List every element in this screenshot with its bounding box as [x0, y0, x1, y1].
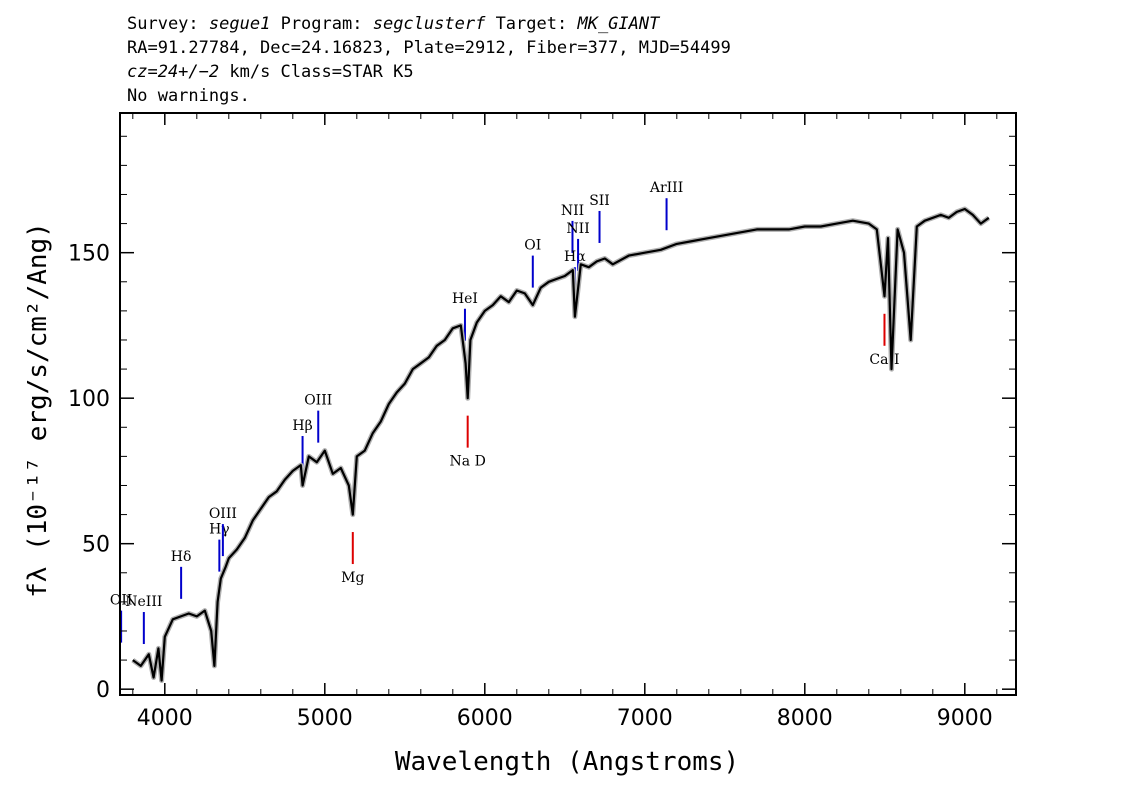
survey-label: Survey: [127, 14, 199, 34]
spectrum-header: Survey: segue1 Program: segclusterf Targ… [127, 12, 731, 108]
emission-line-label: OI [524, 238, 541, 254]
header-line-redshift: cz=24+/−2 km/s Class=STAR K5 [127, 60, 731, 84]
emission-line-label: OIII [209, 506, 237, 522]
y-axis-title: fλ (10⁻¹⁷ erg/s/cm²/Ang) [23, 222, 53, 598]
x-tick-label: 5000 [297, 706, 353, 731]
emission-line-label: Hβ [292, 418, 312, 434]
emission-line-label: Hα [564, 249, 586, 265]
x-tick-label: 6000 [457, 706, 513, 731]
x-tick-label: 8000 [777, 706, 833, 731]
emission-line-label: NeIII [125, 594, 162, 610]
spectrum-line-0 [132, 207, 990, 682]
y-tick-label: 150 [68, 242, 110, 267]
emission-line-label: Hγ [209, 522, 230, 538]
line-markers: OIINeIIIHδHγOIIIHβOIIIHeIOINIIHαNIISIIAr… [110, 180, 900, 645]
absorption-line-label: Mg [341, 570, 364, 586]
cz-value: cz=24+/−2 [127, 62, 220, 82]
x-axis-title: Wavelength (Angstroms) [395, 747, 739, 777]
header-line-coords: RA=91.27784, Dec=24.16823, Plate=2912, F… [127, 38, 731, 58]
emission-line-label: HeI [452, 291, 478, 307]
x-tick-label: 7000 [617, 706, 673, 731]
emission-line-label: OII [110, 593, 133, 609]
program-label: Program: [280, 14, 363, 34]
y-tick-label: 100 [68, 387, 110, 412]
emission-line-label: SII [589, 193, 610, 209]
x-tick-label: 9000 [937, 706, 993, 731]
target-value: MK_GIANT [577, 14, 660, 34]
header-line-warnings: No warnings. [127, 86, 250, 106]
x-tick-label: 4000 [137, 706, 193, 731]
spectrum-series [131, 206, 991, 683]
emission-line-label: ArIII [649, 180, 683, 196]
class-value: km/s Class=STAR K5 [229, 62, 414, 82]
error-band-0 [131, 206, 991, 683]
absorption-line-label: CaII [869, 352, 899, 368]
emission-line-label: NII [561, 203, 584, 219]
emission-line-label: Hδ [171, 549, 192, 565]
emission-line-label: OIII [304, 393, 332, 409]
absorption-line-label: Na D [450, 454, 486, 470]
plot-frame [119, 112, 1017, 696]
axis-ticks: 4000 5000 6000 7000 8000 9000 0 50 100 150 [68, 113, 1016, 731]
header-line-survey: Survey: segue1 Program: segclusterf Targ… [127, 12, 731, 36]
y-tick-label: 50 [82, 533, 110, 558]
program-value: segclusterf [372, 14, 486, 34]
survey-value: segue1 [208, 14, 271, 34]
y-tick-label: 0 [96, 678, 110, 703]
target-label: Target: [495, 14, 568, 34]
emission-line-label: NII [566, 221, 589, 237]
